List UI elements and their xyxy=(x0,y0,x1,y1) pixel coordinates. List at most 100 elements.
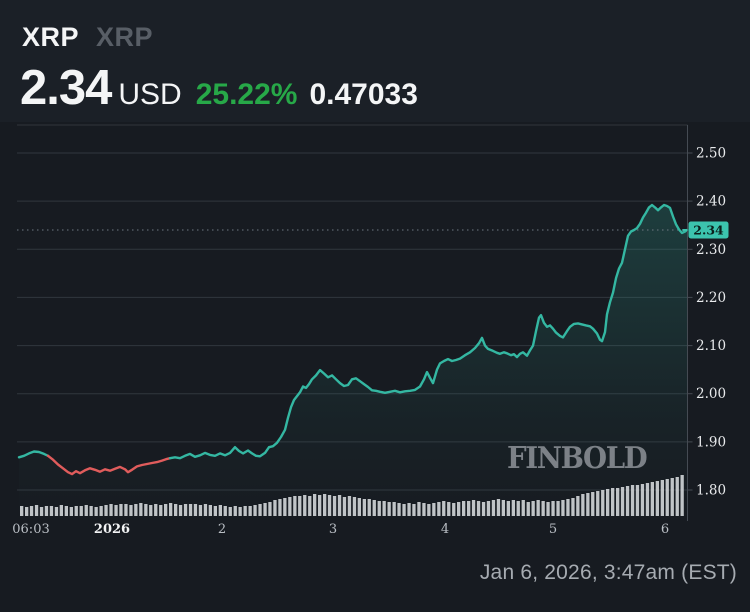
current-price-badge: 2.34 xyxy=(682,221,729,239)
volume-bar xyxy=(362,499,366,516)
price-chart-canvas[interactable]: 2.50 2.40 2.30 2.20 2.10 2.00 1.90 1.80 06:03 20… xyxy=(0,122,750,542)
volume-bar xyxy=(625,486,630,516)
volume-bar xyxy=(119,504,123,516)
volume-bar xyxy=(561,500,565,516)
volume-bar xyxy=(129,505,133,516)
volume-bar xyxy=(491,500,496,516)
x-tick-label: 3 xyxy=(329,522,337,537)
volume-bar xyxy=(367,499,371,516)
volume-bar xyxy=(174,504,178,516)
chart-timestamp: Jan 6, 2026, 3:47am (EST) xyxy=(479,561,737,584)
y-tick-label: 2.30 xyxy=(696,242,726,258)
volume-bar xyxy=(467,501,471,516)
volume-bar xyxy=(611,488,615,516)
current-price-value: 2.34 xyxy=(20,61,112,115)
volume-bar xyxy=(526,502,530,516)
volume-bar xyxy=(25,507,29,516)
volume-bar xyxy=(670,478,674,516)
volume-bar xyxy=(139,503,143,516)
volume-bar xyxy=(159,505,163,516)
volume-bar xyxy=(536,500,540,516)
x-tick-label: 5 xyxy=(549,522,557,537)
title-row: XRP XRP xyxy=(22,24,750,51)
chart-region: FINBOLD 2.50 2.40 2.30 2.20 2.10 2.00 1.90 1.80… xyxy=(0,122,750,612)
volume-bar xyxy=(501,500,505,516)
y-tick-label: 2.40 xyxy=(696,194,726,210)
volume-bars xyxy=(20,475,684,516)
volume-bar xyxy=(591,492,595,516)
volume-bar xyxy=(645,483,650,516)
volume-bar xyxy=(596,491,600,516)
volume-bar xyxy=(54,507,59,516)
volume-bar xyxy=(630,485,635,516)
volume-bar xyxy=(218,505,222,516)
volume-bar xyxy=(576,496,580,516)
price-line xyxy=(17,203,689,476)
finbold-watermark: FINBOLD xyxy=(507,441,648,476)
volume-bar xyxy=(283,498,287,516)
volume-bar xyxy=(382,501,386,516)
decline-segment-line xyxy=(46,454,172,476)
volume-bar xyxy=(437,502,441,516)
x-tick-label: 4 xyxy=(441,522,449,537)
volume-bar xyxy=(203,504,208,516)
price-row: 2.34 USD 25.22% 0.47033 xyxy=(20,64,750,113)
volume-bar xyxy=(169,503,173,516)
open-up-segment-line xyxy=(17,450,50,459)
volume-bar xyxy=(471,500,476,516)
volume-bar xyxy=(84,505,88,516)
volume-bar xyxy=(278,499,282,516)
volume-bar xyxy=(323,494,327,516)
volume-bar xyxy=(442,501,446,516)
volume-bar xyxy=(581,494,585,516)
volume-bar xyxy=(193,504,198,516)
volume-bar xyxy=(149,505,153,516)
volume-bar xyxy=(327,495,332,516)
change-percent: 25.22% xyxy=(195,78,298,111)
header: XRP XRP 2.34 USD 25.22% 0.47033 xyxy=(0,0,750,113)
volume-bar xyxy=(208,505,212,516)
volume-bar xyxy=(462,501,466,516)
area-fill-path xyxy=(19,205,688,516)
volume-bar xyxy=(422,503,426,516)
volume-bar xyxy=(541,501,545,516)
y-axis: 2.50 2.40 2.30 2.20 2.10 2.00 1.90 1.80 xyxy=(17,124,726,521)
y-tick-label: 1.80 xyxy=(696,483,726,499)
volume-bar xyxy=(20,506,24,516)
volume-bar xyxy=(233,506,237,516)
x-tick-label: 2026 xyxy=(94,522,130,537)
volume-bar xyxy=(675,477,679,516)
change-absolute: 0.47033 xyxy=(309,78,418,111)
volume-bar xyxy=(298,496,302,516)
volume-bar xyxy=(303,495,307,516)
volume-bar xyxy=(124,504,128,516)
volume-bar xyxy=(457,502,461,516)
volume-bar xyxy=(308,496,312,516)
x-tick-label: 6 xyxy=(661,522,669,537)
volume-bar xyxy=(640,484,645,516)
volume-bar xyxy=(44,506,49,516)
volume-bar xyxy=(606,489,610,516)
volume-bar xyxy=(452,503,456,516)
volume-bar xyxy=(39,507,44,516)
volume-bar xyxy=(417,502,421,516)
volume-bar xyxy=(263,503,267,516)
x-axis-labels: 06:03 2026 2 3 4 5 6 xyxy=(12,522,669,537)
volume-bar xyxy=(154,504,158,516)
volume-bar xyxy=(616,488,620,516)
currency-label: USD xyxy=(118,78,182,111)
volume-bar xyxy=(481,502,486,516)
volume-bar xyxy=(486,501,491,516)
volume-bar xyxy=(427,504,431,516)
volume-bar xyxy=(650,482,654,516)
volume-bar xyxy=(521,500,525,516)
volume-bar xyxy=(655,481,659,516)
volume-bar xyxy=(178,505,183,516)
volume-bar xyxy=(531,501,535,516)
volume-bar xyxy=(243,506,247,516)
y-tick-label: 2.00 xyxy=(696,386,726,402)
volume-bar xyxy=(198,505,203,516)
volume-bar xyxy=(114,505,118,516)
volume-bar xyxy=(447,502,451,516)
